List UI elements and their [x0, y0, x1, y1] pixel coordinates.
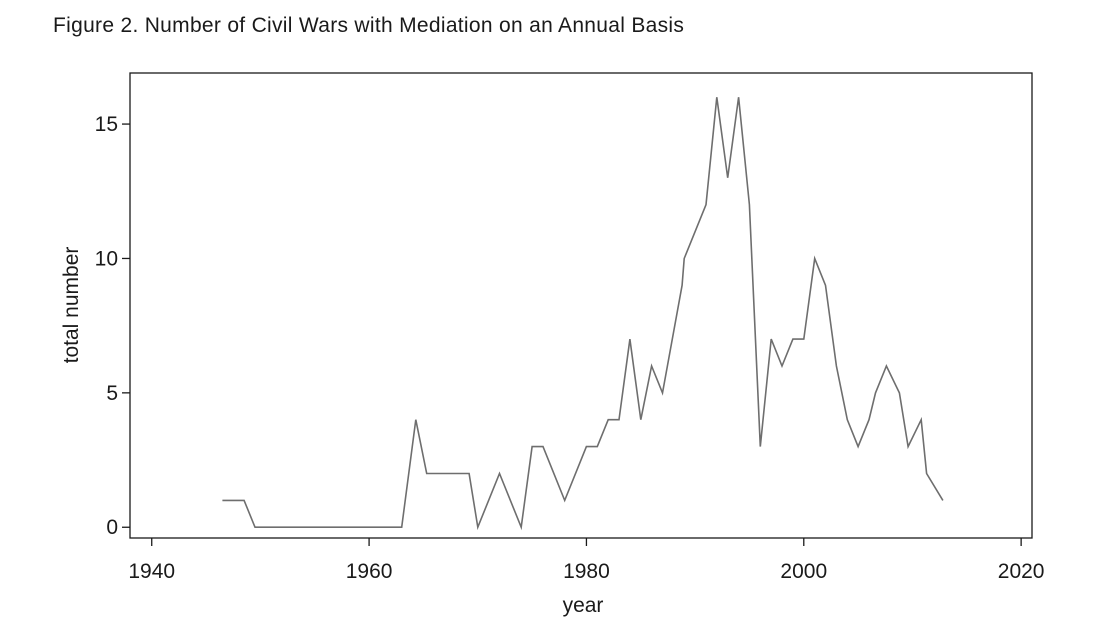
x-tick-label: 1960	[346, 560, 393, 583]
y-tick-label: 15	[95, 113, 118, 136]
series-line	[222, 97, 944, 531]
plot-frame	[129, 72, 1033, 539]
y-axis-label: total number	[60, 247, 83, 364]
plot-area	[129, 72, 1033, 539]
axis-ticks: 1940 1960 1980 2000 2020 0 5 10 15	[95, 113, 1045, 583]
x-tick-label: 1980	[563, 560, 610, 583]
y-tick-label: 5	[106, 382, 118, 405]
y-tick-label: 10	[95, 247, 118, 270]
series-group	[222, 97, 944, 531]
x-tick-label: 2020	[998, 560, 1045, 583]
x-axis-label: year	[563, 594, 604, 617]
x-tick-label: 1940	[128, 560, 175, 583]
y-tick-label: 0	[106, 516, 118, 539]
figure-caption: Figure 2. Number of Civil Wars with Medi…	[53, 14, 685, 37]
x-tick-label: 2000	[780, 560, 827, 583]
